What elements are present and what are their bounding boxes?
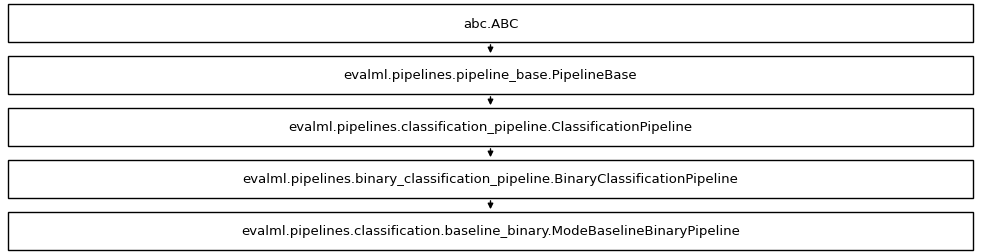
Text: evalml.pipelines.classification_pipeline.ClassificationPipeline: evalml.pipelines.classification_pipeline… [288,121,693,134]
Bar [8,160,973,198]
Bar [8,5,973,43]
Bar [8,57,973,94]
Text: evalml.pipelines.classification.baseline_binary.ModeBaselineBinaryPipeline: evalml.pipelines.classification.baseline… [241,225,740,238]
Text: abc.ABC: abc.ABC [463,17,518,30]
Text: evalml.pipelines.pipeline_base.PipelineBase: evalml.pipelines.pipeline_base.PipelineB… [343,69,638,82]
Bar [8,212,973,250]
Bar [8,109,973,146]
Text: evalml.pipelines.binary_classification_pipeline.BinaryClassificationPipeline: evalml.pipelines.binary_classification_p… [242,173,739,186]
